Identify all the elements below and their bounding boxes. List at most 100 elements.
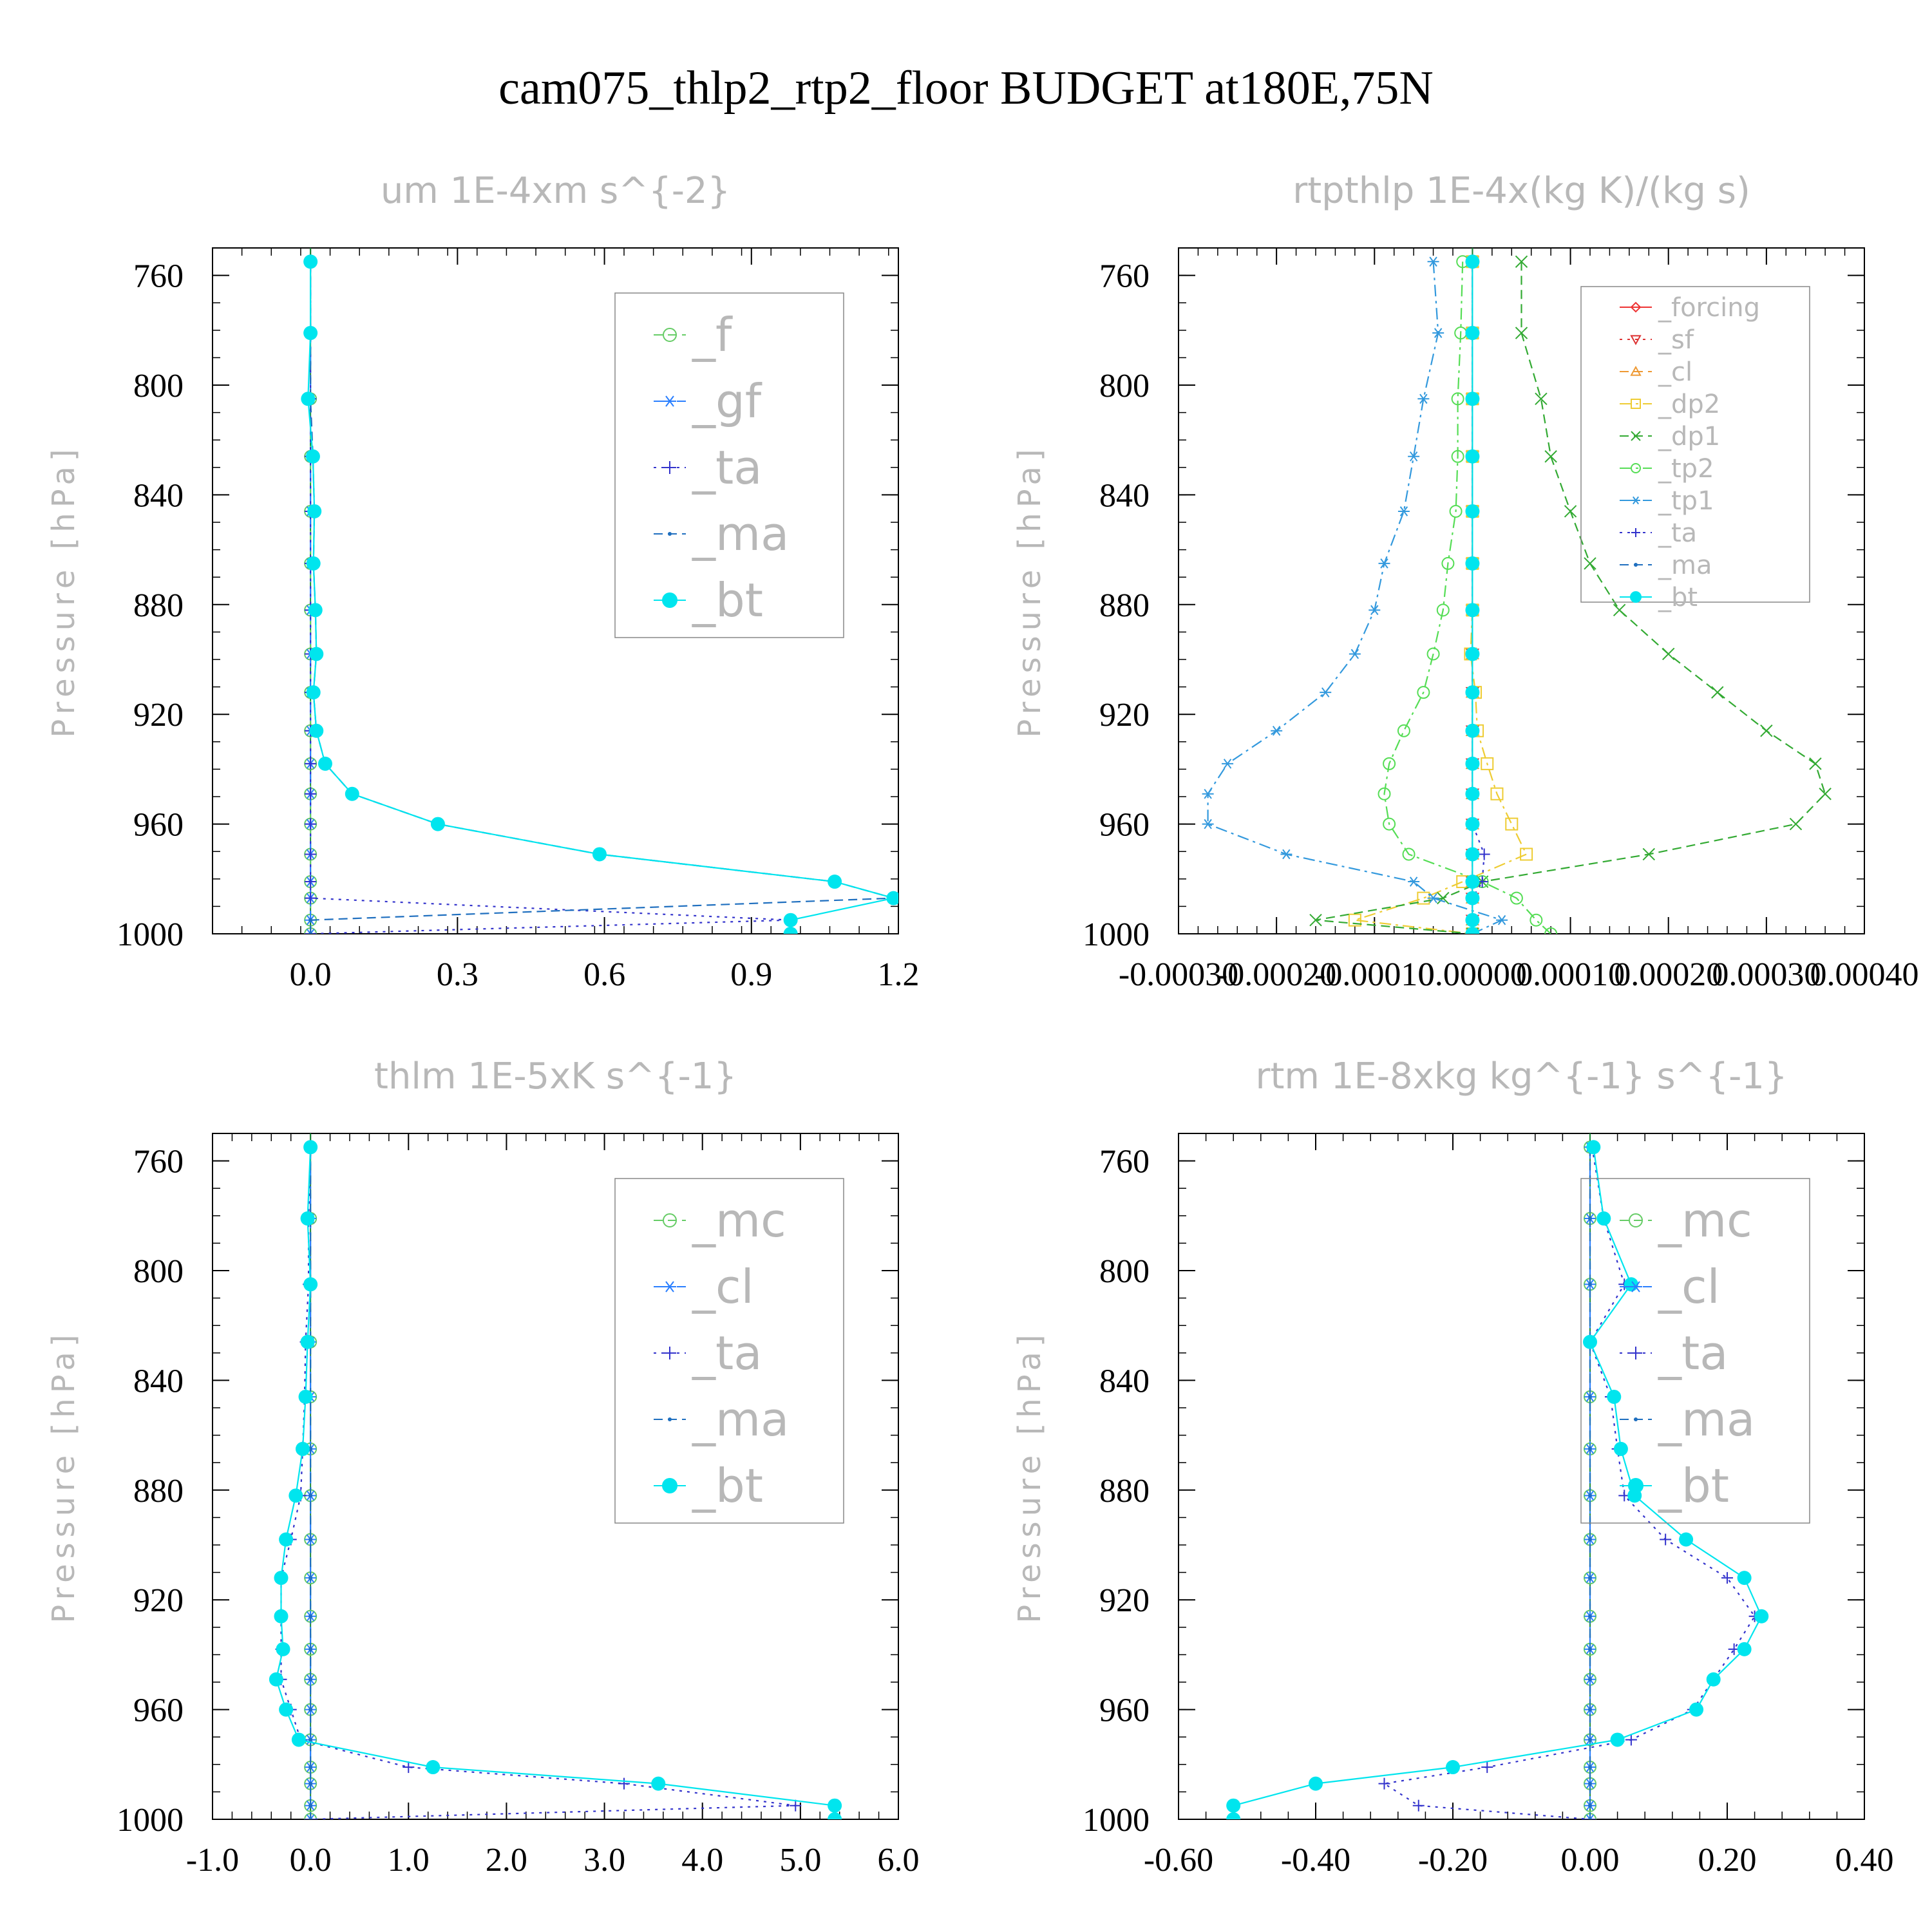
legend-item: _dp1 — [1620, 422, 1720, 451]
data-point — [1451, 450, 1464, 463]
data-point — [274, 1609, 289, 1624]
series_dp1 — [1309, 255, 1832, 934]
data-point — [301, 392, 316, 406]
data-point — [317, 756, 332, 771]
legend-label: _cl — [692, 1260, 754, 1314]
legend-label: _ma — [1658, 551, 1712, 580]
x-tick-label: 0.6 — [583, 956, 625, 993]
data-point — [308, 918, 313, 922]
legend-label: _cl — [1658, 1260, 1720, 1314]
panel-rtpthlp: rtpthlp 1E-4x(kg K)/(kg s) Pressure [hPa]… — [1012, 170, 1919, 993]
data-point — [1226, 1812, 1241, 1819]
x-tick-label: 0.9 — [730, 956, 772, 993]
series-line — [310, 261, 894, 934]
legend-marker — [663, 1281, 676, 1293]
y-tick-label: 880 — [1099, 587, 1150, 624]
data-point — [1465, 817, 1480, 831]
data-point — [308, 1576, 313, 1580]
data-point — [295, 1441, 310, 1456]
y-tick-label: 920 — [133, 1582, 184, 1619]
legend-marker — [1630, 365, 1642, 376]
data-point — [651, 1776, 666, 1791]
legend-item: _ta — [654, 440, 762, 495]
x-tick-label: 0.00030 — [1712, 956, 1821, 993]
data-point — [306, 685, 321, 700]
legend-item: _gf — [654, 374, 762, 428]
data-point — [1465, 847, 1480, 862]
data-point — [1588, 1282, 1592, 1287]
legend-label: _ta — [692, 440, 762, 495]
data-point — [1465, 556, 1480, 571]
y-axis-label: Pressure [hPa] — [1012, 444, 1048, 737]
legend-marker — [1630, 335, 1642, 346]
x-tick-label: -0.00030 — [1119, 956, 1238, 993]
x-tick-label: 5.0 — [779, 1842, 821, 1879]
legend-label: _mc — [692, 1193, 786, 1247]
series-line — [307, 261, 894, 934]
data-point — [298, 1389, 313, 1404]
data-point — [592, 847, 607, 862]
legend-label: _mc — [1658, 1193, 1752, 1247]
x-tick-label: -0.00020 — [1217, 956, 1336, 993]
legend-label: _ta — [1658, 518, 1697, 548]
legend-marker — [662, 592, 677, 608]
data-point — [1588, 1576, 1592, 1580]
legend-item: _cl — [1620, 357, 1692, 387]
data-point — [1320, 687, 1332, 697]
data-point — [1505, 817, 1519, 831]
data-point — [1544, 927, 1558, 934]
data-point — [308, 932, 313, 934]
legend-marker — [1631, 463, 1641, 473]
y-tick-label: 840 — [1099, 1363, 1150, 1399]
x-tick-label: 6.0 — [878, 1842, 920, 1879]
series_ta — [1466, 256, 1490, 934]
data-point — [1378, 787, 1391, 800]
data-point — [1417, 393, 1430, 404]
data-point — [783, 913, 798, 927]
data-point — [305, 818, 317, 830]
legend-label: _f — [692, 308, 733, 362]
data-point — [1583, 1334, 1597, 1349]
data-point — [308, 1817, 313, 1819]
data-point — [1446, 1760, 1460, 1775]
data-point — [886, 891, 898, 905]
x-tick-label: 4.0 — [681, 1842, 723, 1879]
data-point — [303, 326, 318, 341]
legend-item: _bt — [1620, 1459, 1729, 1513]
data-point — [1465, 603, 1480, 618]
data-point — [1588, 1394, 1592, 1399]
legend-item: _cl — [654, 1260, 754, 1314]
x-tick-label: 0.0 — [290, 1842, 332, 1879]
y-tick-label: 960 — [133, 807, 184, 844]
data-point — [1427, 893, 1439, 904]
y-axis-label: Pressure [hPa] — [46, 1329, 82, 1623]
data-point — [1408, 451, 1420, 462]
legend-label: _gf — [692, 374, 762, 428]
data-point — [305, 929, 317, 934]
y-tick-label: 840 — [133, 477, 184, 514]
series-line — [1383, 261, 1551, 934]
data-point — [1660, 1533, 1672, 1546]
data-point — [783, 927, 798, 934]
data-point — [1588, 1614, 1592, 1618]
data-point — [1378, 1777, 1390, 1790]
y-axis-label: Pressure [hPa] — [46, 444, 82, 737]
data-point — [1610, 1732, 1625, 1747]
y-tick-label: 920 — [1099, 1582, 1150, 1619]
data-point — [1226, 1798, 1241, 1813]
panel-title: um 1E-4xm s^{-2} — [381, 170, 730, 212]
x-tick-label: 0.40 — [1835, 1842, 1894, 1879]
data-point — [1760, 724, 1773, 737]
legend-marker — [663, 1213, 677, 1227]
data-point — [279, 1702, 294, 1717]
data-point — [1588, 1765, 1592, 1770]
legend-item: _bt — [654, 573, 763, 627]
x-tick-label: -0.00010 — [1314, 956, 1434, 993]
legend-label: _ta — [692, 1326, 762, 1380]
data-point — [279, 1532, 294, 1547]
data-point — [1271, 725, 1283, 736]
y-tick-label: 920 — [133, 697, 184, 734]
x-tick-label: 0.00010 — [1516, 956, 1625, 993]
x-tick-label: 0.3 — [437, 956, 478, 993]
